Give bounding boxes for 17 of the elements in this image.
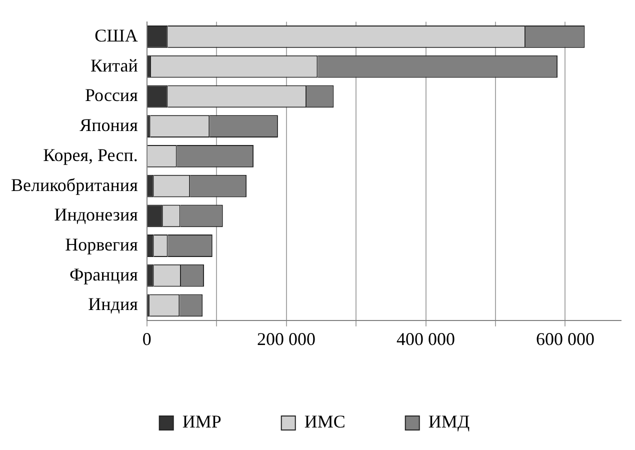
- y-tick-label: Индия: [88, 294, 138, 314]
- x-tick-label: 600 000: [536, 328, 594, 349]
- x-tick-label: 400 000: [396, 328, 456, 349]
- y-tick-label: Китай: [90, 55, 138, 76]
- y-tick-label: Норвегия: [65, 234, 138, 254]
- legend-label: ИМР: [182, 412, 222, 432]
- y-tick-label: Франция: [69, 264, 138, 284]
- y-tick-label: Корея, Респ.: [43, 144, 138, 165]
- y-tick-label: Япония: [80, 115, 138, 136]
- legend-label: ИМС: [304, 412, 346, 432]
- x-tick-label: 200 000: [257, 328, 316, 349]
- y-tick-label: США: [94, 25, 138, 46]
- x-tick-label: 0: [142, 328, 152, 349]
- y-tick-label: Великобритания: [10, 174, 138, 195]
- y-tick-label: Индонезия: [54, 204, 138, 225]
- y-tick-label: Россия: [84, 85, 138, 106]
- legend-label: ИМД: [428, 412, 470, 432]
